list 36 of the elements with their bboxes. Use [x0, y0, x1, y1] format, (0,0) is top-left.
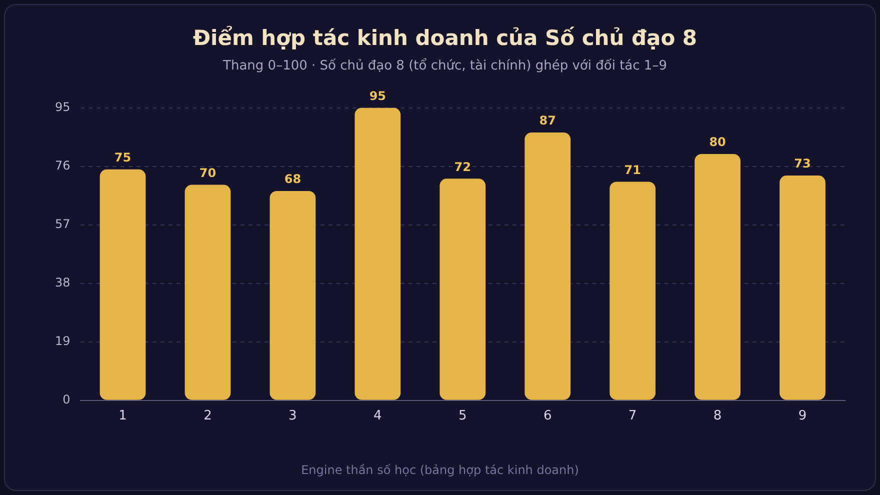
bar [184, 184, 231, 400]
y-tick-label: 76 [54, 158, 70, 172]
y-tick-label: 0 [62, 392, 70, 407]
chart-subtitle: Thang 0–100 · Số chủ đạo 8 (tổ chức, tài chính) ghép với đối tác 1–9 [222, 57, 667, 74]
data-label: 73 [794, 156, 811, 171]
x-tick-label: 8 [713, 408, 722, 424]
data-label: 87 [539, 114, 556, 128]
x-tick-label: 5 [458, 408, 467, 424]
text: Engine thần số học (bảng hợp tác kinh doanh) [301, 463, 579, 478]
bar [524, 132, 571, 400]
x-tick-label: 2 [204, 408, 212, 424]
x-tick-label: 9 [798, 408, 807, 424]
bar [270, 190, 316, 400]
data-label: 71 [624, 162, 641, 177]
data-label: 95 [369, 88, 386, 103]
data-label: 75 [114, 150, 132, 165]
chart-title: Điểm hợp tác kinh doanh của Số chủ đạo 8 [192, 25, 698, 50]
x-tick-label: 7 [628, 408, 637, 424]
data-label: 80 [709, 135, 726, 150]
bar [780, 176, 826, 400]
y-tick-label: 38 [54, 275, 70, 290]
y-tick-label: 57 [54, 216, 70, 231]
bar [694, 154, 740, 400]
data-label: 70 [199, 166, 216, 180]
bar [354, 108, 401, 400]
x-tick-label: 6 [543, 408, 552, 424]
x-tick-label: 3 [288, 408, 297, 424]
data-label: 68 [284, 172, 302, 186]
data-label: 72 [454, 160, 471, 174]
y-tick-label: 95 [54, 100, 70, 114]
bar [610, 182, 656, 400]
x-tick-label: 1 [118, 408, 127, 424]
x-tick-label: 4 [374, 408, 382, 424]
bar [440, 178, 486, 400]
bar [100, 169, 146, 400]
y-tick-label: 19 [54, 334, 70, 348]
